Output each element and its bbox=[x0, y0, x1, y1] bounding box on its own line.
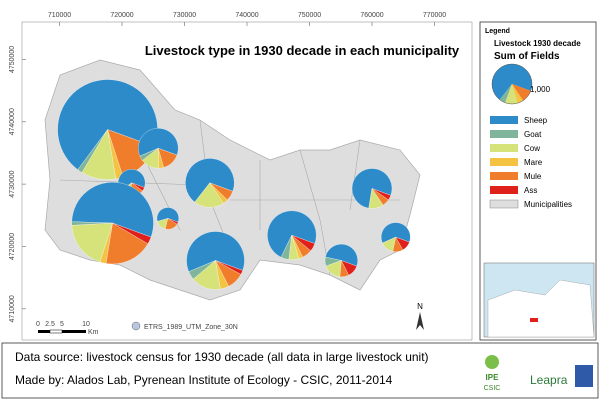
map-title: Livestock type in 1930 decade in each mu… bbox=[145, 43, 460, 58]
x-tick-label: 760000 bbox=[360, 12, 383, 19]
legend-swatch bbox=[490, 172, 518, 180]
scale-label: 2.5 bbox=[45, 321, 55, 328]
legend-label: Cow bbox=[524, 144, 540, 153]
inset-land bbox=[487, 279, 595, 338]
legend-swatch bbox=[490, 116, 518, 124]
legend-label: Ass bbox=[524, 186, 537, 195]
footer-box bbox=[1, 342, 599, 399]
x-tick-label: 720000 bbox=[110, 12, 133, 19]
legend-label: Goat bbox=[524, 130, 542, 139]
scale-label: 0 bbox=[36, 321, 40, 328]
pie-slice bbox=[112, 222, 152, 244]
legend-label: Mare bbox=[524, 158, 543, 167]
legend-label: Municipalities bbox=[524, 200, 572, 209]
y-tick-label: 4740000 bbox=[9, 108, 16, 135]
projection: ETRS_1989_UTM_Zone_30N bbox=[144, 324, 238, 331]
pie-slice bbox=[138, 128, 179, 157]
scale-label: Km bbox=[88, 329, 99, 336]
legend-pie-slice bbox=[512, 84, 524, 104]
x-tick-label: 750000 bbox=[298, 12, 321, 19]
pie-slice bbox=[167, 218, 179, 225]
legend-pie-slice bbox=[505, 84, 518, 105]
pie-slice bbox=[131, 182, 145, 191]
legend-swatch bbox=[490, 144, 518, 152]
inset-location bbox=[530, 318, 538, 322]
scale-label: 10 bbox=[82, 321, 90, 328]
pie-slice bbox=[371, 188, 391, 201]
legend-label: Mule bbox=[524, 172, 542, 181]
legend-reference-label: 1,000 bbox=[530, 85, 551, 94]
legend-pie-slice bbox=[512, 84, 531, 101]
north-label: N bbox=[417, 302, 423, 311]
legend-label: Sheep bbox=[524, 116, 548, 125]
logo: CSIC bbox=[484, 385, 501, 392]
pie-slice bbox=[267, 210, 317, 258]
legend-reference-circle bbox=[491, 63, 533, 105]
projection-icon bbox=[131, 321, 141, 331]
logo-icon bbox=[575, 365, 593, 387]
legend-swatch bbox=[490, 158, 518, 166]
legend-swatch bbox=[490, 186, 518, 194]
pie-slice bbox=[158, 148, 178, 168]
legend-field: Sum of Fields bbox=[494, 51, 560, 62]
scale-label: 5 bbox=[60, 321, 64, 328]
pie-slice bbox=[325, 244, 358, 267]
x-tick-label: 740000 bbox=[235, 12, 258, 19]
pie-slice bbox=[156, 207, 179, 223]
footer-credit: Made by: Alados Lab, Pyrenean Institute … bbox=[15, 373, 393, 387]
x-tick-label: 730000 bbox=[173, 12, 196, 19]
pie-slice bbox=[395, 236, 410, 251]
pie-slice bbox=[341, 260, 357, 276]
y-tick-label: 4710000 bbox=[9, 295, 16, 322]
pie-slice bbox=[105, 222, 149, 265]
pie-slice bbox=[381, 222, 411, 244]
legend-layer: Livestock 1930 decade bbox=[494, 39, 581, 48]
x-tick-label: 770000 bbox=[423, 12, 446, 19]
y-tick-label: 4720000 bbox=[9, 233, 16, 260]
scale-bar: 0 2.5 5 10 Km bbox=[36, 321, 99, 336]
north-arrow bbox=[416, 312, 424, 330]
y-tick-label: 4730000 bbox=[9, 170, 16, 197]
footer-source: Data source: livestock census for 1930 d… bbox=[15, 350, 429, 364]
legend-pie-slice bbox=[499, 84, 512, 103]
logo-icon bbox=[485, 355, 499, 369]
legend-items: 1,000 Sheep Goat Cow Mare Mule Ass Municipaliti… bbox=[489, 63, 572, 209]
legend-pie-slice bbox=[492, 64, 533, 100]
pie-slice bbox=[209, 182, 234, 201]
pie-slice bbox=[57, 79, 158, 170]
pie-slice bbox=[71, 182, 154, 238]
pie-slice bbox=[185, 158, 235, 203]
legend-swatch bbox=[489, 199, 519, 209]
pies bbox=[57, 79, 411, 290]
x-tick-label: 710000 bbox=[48, 12, 71, 19]
logo: IPE bbox=[486, 373, 500, 382]
y-tick-label: 4750000 bbox=[9, 46, 16, 73]
pie-slice bbox=[291, 235, 316, 251]
pie-slice bbox=[71, 222, 113, 263]
legend-title: Legend bbox=[485, 28, 510, 35]
logo: Leapra bbox=[530, 373, 568, 387]
pie-slice bbox=[215, 260, 243, 275]
ticks: 710000 720000 730000 740000 750000 760000 7700… bbox=[9, 12, 446, 322]
legend-swatch bbox=[490, 130, 518, 138]
